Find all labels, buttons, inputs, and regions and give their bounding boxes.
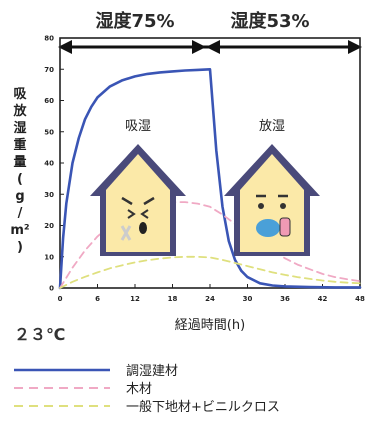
x-tick-label: 48 — [355, 295, 365, 303]
series-lines — [58, 68, 362, 290]
legend-label-0: 調湿建材 — [126, 364, 178, 379]
phase-label-75: 湿度75% — [95, 10, 174, 32]
phase-arrows — [58, 40, 362, 54]
y-tick-label: 30 — [44, 191, 54, 199]
y-label-char: / — [18, 206, 23, 221]
y-label-char: 量 — [13, 155, 26, 170]
house-arm-left — [120, 225, 132, 241]
legend-label-2: 一般下地材+ビニルクロス — [126, 399, 280, 415]
arrow-left-head — [58, 40, 72, 54]
y-tick-label: 60 — [44, 97, 54, 105]
x-tick-label: 18 — [168, 295, 178, 303]
x-tick-label: 12 — [130, 295, 140, 303]
series-line-2 — [59, 255, 361, 289]
y-label-char: m² — [10, 223, 29, 238]
y-tick-label: 0 — [49, 285, 54, 293]
house-eyes-left — [121, 196, 155, 206]
y-tick-label: 40 — [44, 160, 54, 168]
arrow-right-head — [348, 40, 362, 54]
y-label-char: ( — [17, 172, 23, 187]
arrow-mid-head-right — [192, 40, 206, 54]
phase-label-53: 湿度53% — [230, 10, 309, 32]
x-tick-label: 30 — [243, 295, 253, 303]
y-tick-label: 50 — [44, 128, 54, 136]
house-hand-right — [279, 217, 291, 237]
series-line-0 — [58, 68, 362, 290]
y-label-char: 放 — [12, 103, 27, 119]
house-mouth-left — [139, 222, 147, 234]
y-label-char: 湿 — [13, 121, 26, 136]
x-tick-label: 42 — [318, 295, 328, 303]
house-release: 放湿 — [224, 119, 320, 256]
temperature-label: ２３℃ — [14, 325, 65, 344]
legend-label-1: 木材 — [126, 382, 152, 397]
house-squint-left — [127, 209, 149, 219]
y-tick-label: 70 — [44, 66, 54, 74]
house-breath-right — [256, 219, 280, 237]
x-tick-label: 24 — [205, 295, 215, 303]
y-tick-label: 10 — [44, 253, 54, 261]
x-axis-label: 経過時間(h) — [175, 318, 245, 333]
y-label-char: ) — [17, 240, 23, 255]
y-tick-label: 80 — [44, 35, 54, 43]
y-label-char: g — [15, 189, 24, 204]
house-eye-right-2 — [280, 203, 286, 209]
x-tick-label: 36 — [280, 295, 290, 303]
house-eye-right-1 — [258, 203, 264, 209]
arrow-mid-head-left — [206, 40, 220, 54]
x-tick-label: 0 — [58, 295, 63, 303]
y-tick-label: 20 — [44, 222, 54, 230]
series-line-1 — [59, 201, 361, 289]
y-label-char: 吸 — [13, 87, 27, 102]
y-ticks: 0 10 20 30 40 50 60 70 80 — [44, 35, 64, 293]
y-label-char: 重 — [13, 137, 26, 153]
annotation-absorb: 吸湿 — [125, 119, 151, 134]
x-tick-label: 6 — [95, 295, 100, 303]
house-absorb: 吸湿 — [90, 119, 186, 256]
annotation-release: 放湿 — [259, 119, 285, 134]
